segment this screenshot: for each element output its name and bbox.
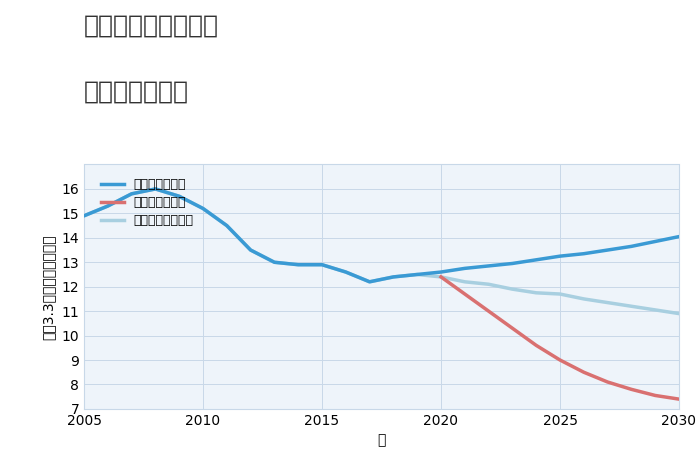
Text: 三重県松阪市庄町の: 三重県松阪市庄町の <box>84 14 219 38</box>
Text: 土地の価格推移: 土地の価格推移 <box>84 80 189 104</box>
Legend: グッドシナリオ, バッドシナリオ, ノーマルシナリオ: グッドシナリオ, バッドシナリオ, ノーマルシナリオ <box>96 173 199 232</box>
X-axis label: 年: 年 <box>377 433 386 447</box>
Y-axis label: 坪（3.3㎡）単価（万円）: 坪（3.3㎡）単価（万円） <box>42 234 56 339</box>
